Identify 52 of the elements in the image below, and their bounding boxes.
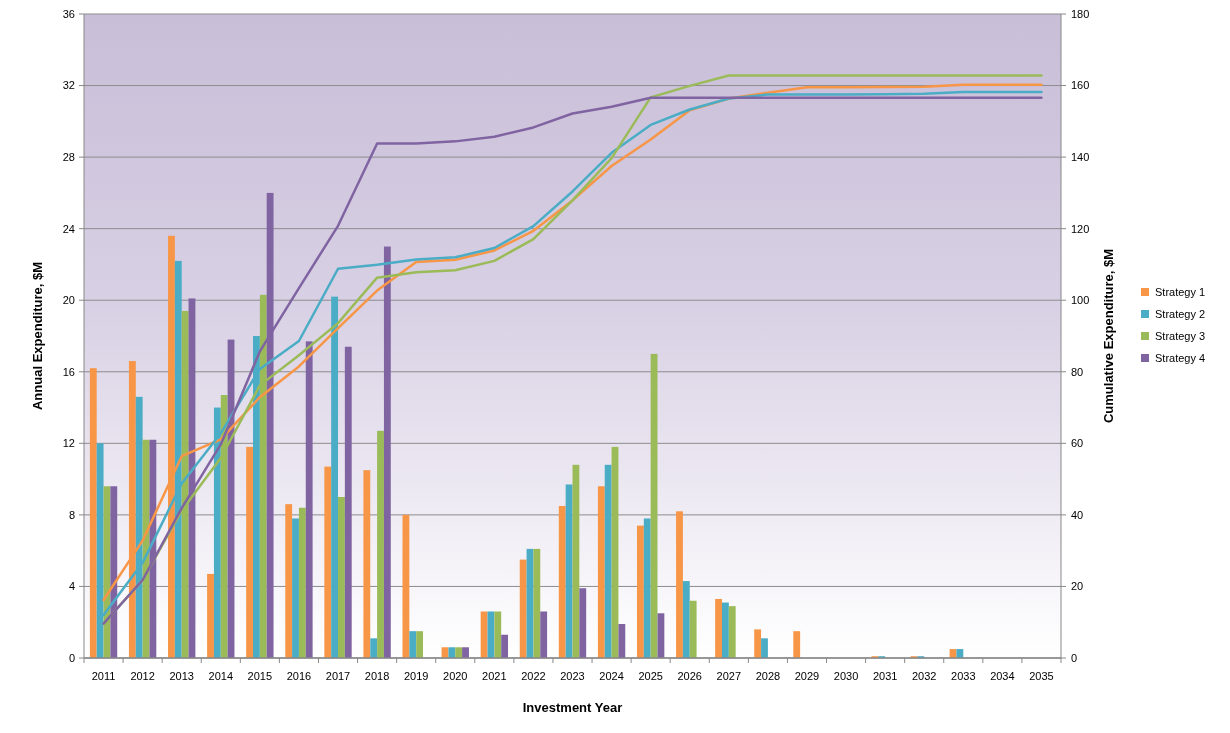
x-tick-label: 2033: [951, 670, 976, 682]
y2-tick-label: 60: [1071, 437, 1084, 450]
y-axis-title: Annual Expenditure, $M: [30, 261, 45, 411]
x-tick-label: 2014: [208, 670, 234, 682]
x-tick-label: 2020: [443, 670, 468, 682]
x-tick-label: 2030: [833, 670, 859, 682]
legend-label: Strategy 2: [1155, 307, 1206, 320]
x-tick-label: 2034: [990, 670, 1015, 682]
legend-label: Strategy 3: [1155, 329, 1206, 342]
legend-label: Strategy 1: [1155, 285, 1206, 298]
y-tick-label: 16: [62, 365, 75, 378]
y2-tick-label: 180: [1071, 7, 1090, 20]
y2-tick-label: 40: [1071, 508, 1084, 521]
y-tick-label: 12: [62, 437, 75, 450]
y-tick-label: 36: [62, 7, 75, 20]
y2-tick-label: 0: [1071, 651, 1078, 664]
x-tick-label: 2013: [169, 670, 194, 682]
y2-tick-label: 140: [1071, 150, 1090, 163]
y-tick-label: 24: [62, 222, 75, 235]
y2-axis-title: Cumulative Expenditure, $M: [1101, 248, 1116, 424]
x-tick-label: 2027: [716, 670, 742, 682]
y2-tick-label: 100: [1071, 294, 1090, 307]
x-tick-label: 2022: [521, 670, 546, 682]
y2-tick-label: 80: [1071, 365, 1084, 378]
x-axis-title: Investment Year: [522, 700, 623, 715]
x-tick-label: 2029: [794, 670, 820, 682]
y-tick-label: 28: [62, 150, 75, 163]
y2-tick-label: 120: [1071, 222, 1090, 235]
x-tick-label: 2025: [638, 670, 663, 682]
x-tick-label: 2017: [325, 670, 351, 682]
x-tick-label: 2015: [247, 670, 273, 682]
x-tick-label: 2026: [677, 670, 702, 682]
x-tick-label: 2023: [560, 670, 585, 682]
y-tick-label: 20: [62, 294, 75, 307]
y2-tick-label: 20: [1071, 580, 1084, 593]
x-tick-label: 2028: [755, 670, 781, 682]
y-tick-label: 0: [68, 651, 75, 664]
x-tick-label: 2011: [91, 670, 116, 682]
y-tick-label: 32: [62, 79, 75, 92]
x-tick-label: 2035: [1029, 670, 1054, 682]
x-tick-label: 2016: [286, 670, 312, 682]
x-tick-label: 2021: [482, 670, 507, 682]
x-tick-label: 2018: [364, 670, 390, 682]
x-tick-label: 2019: [403, 670, 429, 682]
x-tick-label: 2032: [911, 670, 937, 682]
x-tick-label: 2024: [599, 670, 624, 682]
legend-label: Strategy 4: [1155, 351, 1206, 364]
y-tick-label: 4: [68, 580, 75, 593]
x-tick-label: 2031: [872, 670, 898, 682]
x-tick-label: 2012: [130, 670, 155, 682]
y2-tick-label: 160: [1071, 79, 1090, 92]
y-tick-label: 8: [68, 508, 75, 521]
